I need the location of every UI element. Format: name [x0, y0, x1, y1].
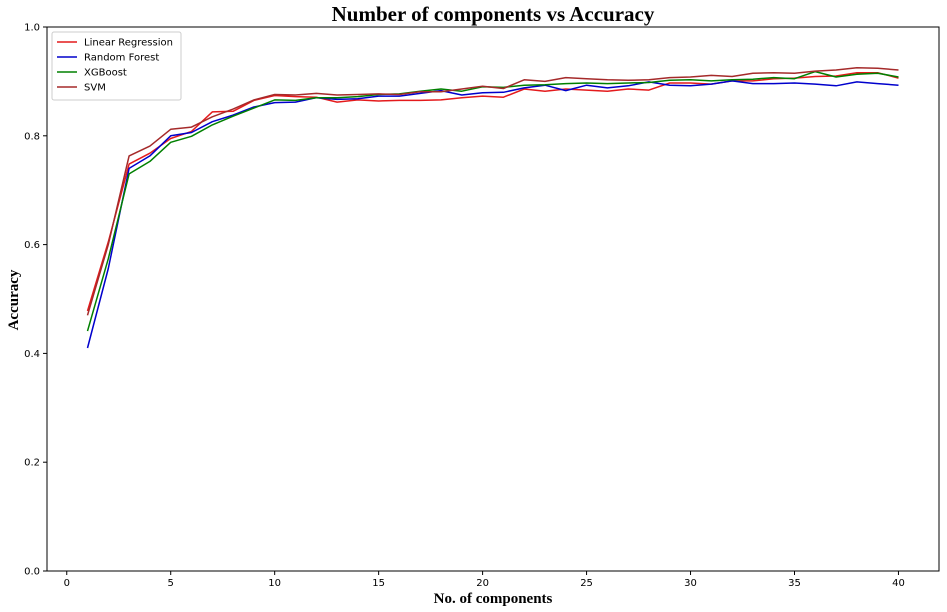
y-axis: 0.0 0.2 0.4 0.6 0.8 1.0 [24, 23, 47, 578]
x-tick-label: 30 [684, 578, 697, 589]
x-tick-label: 25 [580, 578, 593, 589]
series-line-linear-regression [86, 71, 899, 312]
x-tick-label: 35 [788, 578, 801, 589]
y-tick-label: 1.0 [24, 23, 40, 34]
legend-label: XGBoost [84, 68, 127, 79]
series-line-xgboost [86, 70, 899, 332]
y-tick-label: 0.8 [24, 131, 40, 142]
legend-label: SVM [84, 83, 106, 94]
series-line-svm [86, 67, 899, 316]
y-axis-label: Accuracy [6, 269, 22, 330]
legend-label: Random Forest [84, 53, 159, 64]
x-axis: 0 5 10 15 20 25 30 35 40 [64, 571, 905, 589]
y-tick-label: 0.0 [24, 567, 40, 578]
x-axis-label: No. of components [434, 591, 553, 607]
x-tick-label: 10 [268, 578, 281, 589]
series-line-random-forest [86, 80, 899, 349]
y-tick-label: 0.4 [24, 349, 40, 360]
legend-box [51, 31, 182, 101]
x-tick-label: 20 [476, 578, 489, 589]
x-tick-label: 40 [892, 578, 905, 589]
y-tick-label: 0.2 [24, 458, 40, 469]
y-tick-label: 0.6 [24, 240, 40, 251]
x-tick-label: 5 [168, 578, 174, 589]
plot-area [86, 67, 899, 349]
legend-label: Linear Regression [84, 38, 173, 49]
x-tick-label: 0 [64, 578, 70, 589]
plot-frame [46, 26, 940, 572]
x-tick-label: 15 [372, 578, 385, 589]
legend: Linear Regression Random Forest XGBoost SVM [51, 31, 182, 101]
chart-title: Number of components vs Accuracy [332, 2, 655, 26]
